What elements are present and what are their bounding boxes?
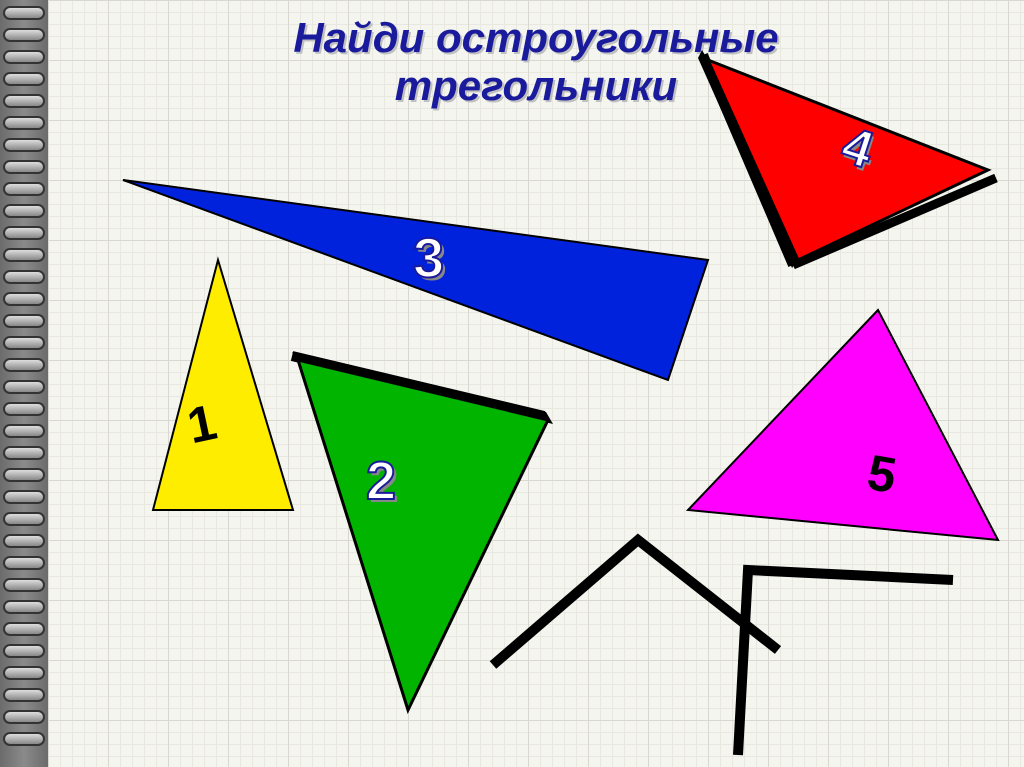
spiral-ring (3, 468, 45, 482)
spiral-ring (3, 248, 45, 262)
spiral-ring (3, 336, 45, 350)
spiral-ring (3, 688, 45, 702)
angle-marker-2 (738, 570, 953, 755)
spiral-ring (3, 600, 45, 614)
spiral-ring (3, 556, 45, 570)
spiral-ring (3, 6, 45, 20)
spiral-ring (3, 666, 45, 680)
spiral-ring (3, 138, 45, 152)
spiral-ring (3, 380, 45, 394)
triangle-3-label: 3 (413, 225, 444, 290)
spiral-ring (3, 732, 45, 746)
spiral-ring (3, 402, 45, 416)
triangle-5 (688, 310, 998, 540)
spiral-ring (3, 446, 45, 460)
spiral-ring (3, 622, 45, 636)
triangle-1 (153, 260, 293, 510)
spiral-binding (0, 0, 48, 767)
angle-marker-1 (493, 540, 778, 665)
spiral-ring (3, 490, 45, 504)
spiral-ring (3, 226, 45, 240)
spiral-ring (3, 534, 45, 548)
spiral-ring (3, 710, 45, 724)
spiral-ring (3, 204, 45, 218)
spiral-ring (3, 116, 45, 130)
spiral-ring (3, 270, 45, 284)
triangle-2-label: 2 (366, 450, 396, 512)
spiral-ring (3, 512, 45, 526)
spiral-ring (3, 160, 45, 174)
spiral-ring (3, 578, 45, 592)
triangle-2 (298, 360, 548, 710)
spiral-ring (3, 424, 45, 438)
spiral-ring (3, 644, 45, 658)
spiral-ring (3, 94, 45, 108)
spiral-ring (3, 314, 45, 328)
spiral-ring (3, 50, 45, 64)
spiral-ring (3, 358, 45, 372)
spiral-ring (3, 72, 45, 86)
spiral-ring (3, 182, 45, 196)
spiral-ring (3, 292, 45, 306)
page-background: Найди остроугольные трегольники 12345 (48, 0, 1024, 767)
diagram-canvas (48, 0, 1024, 767)
spiral-ring (3, 28, 45, 42)
